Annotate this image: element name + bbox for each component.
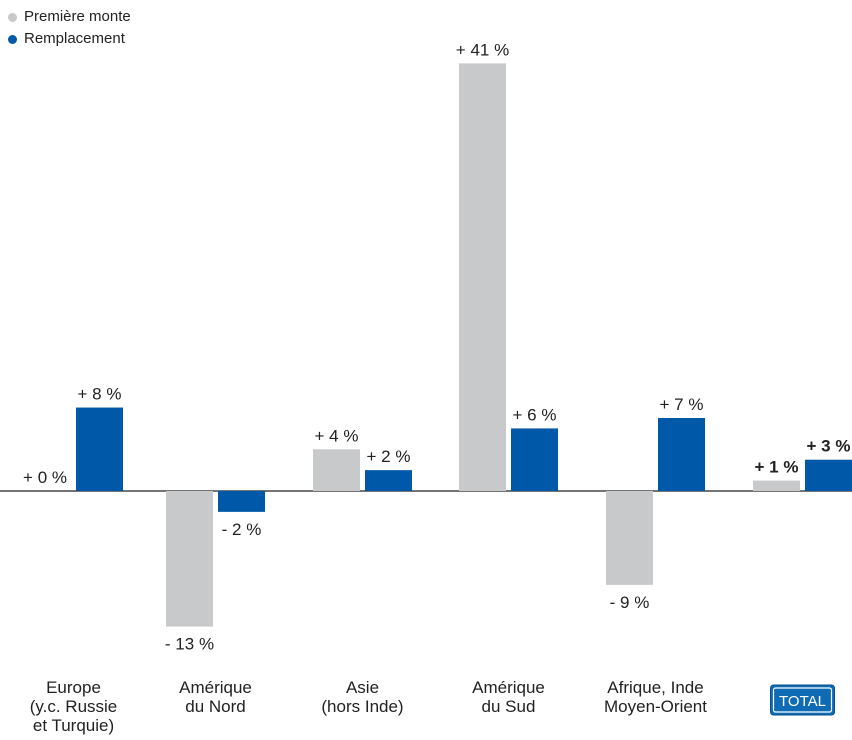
bar-replacement-1 [218, 491, 265, 512]
category-label-2-line-0: Asie [346, 678, 379, 697]
legend-dot-first-fit [8, 12, 17, 22]
bar-replacement-2 [365, 470, 412, 491]
bar-first-fit-5 [753, 480, 800, 491]
value-label-first-fit-0: + 0 % [23, 468, 67, 487]
value-label-first-fit-4: - 9 % [610, 593, 650, 612]
category-label-0-line-0: Europe [46, 678, 101, 697]
value-label-first-fit-3: + 41 % [456, 40, 509, 59]
bar-replacement-4 [658, 417, 705, 491]
legend-label-replacement: Remplacement [24, 30, 125, 47]
bar-replacement-3 [511, 428, 558, 491]
category-label-2-line-1: (hors Inde) [321, 697, 403, 716]
total-badge [770, 684, 835, 716]
value-label-replacement-1: - 2 % [222, 520, 262, 539]
category-label-3-line-0: Amérique [472, 678, 545, 697]
legend-item-first-fit: Première monte [8, 6, 131, 28]
legend: Première monte Remplacement [8, 6, 131, 50]
bar-first-fit-1 [166, 491, 213, 627]
bar-replacement-0 [76, 407, 123, 491]
category-label-1-line-0: Amérique [179, 678, 252, 697]
category-label-total: TOTAL [779, 693, 826, 710]
value-label-replacement-2: + 2 % [367, 447, 411, 466]
category-label-0-line-2: et Turquie) [33, 716, 114, 735]
legend-dot-replacement [8, 34, 17, 44]
category-label-3-line-1: du Sud [482, 697, 536, 716]
value-label-replacement-3: + 6 % [513, 405, 557, 424]
bar-first-fit-3 [459, 63, 506, 492]
value-label-replacement-0: + 8 % [78, 385, 122, 404]
bar-first-fit-4 [606, 491, 653, 585]
value-label-replacement-5: + 3 % [807, 437, 851, 456]
category-label-1-line-1: du Nord [185, 697, 245, 716]
value-label-replacement-4: + 7 % [660, 395, 704, 414]
category-label-4-line-1: Moyen-Orient [604, 697, 707, 716]
legend-item-replacement: Remplacement [8, 28, 131, 50]
bar-replacement-5 [805, 459, 852, 491]
total-badge-inner-border [772, 687, 833, 713]
bar-first-fit-2 [313, 449, 360, 491]
value-label-first-fit-5: + 1 % [755, 458, 799, 477]
value-label-first-fit-2: + 4 % [315, 426, 359, 445]
value-label-first-fit-1: - 13 % [165, 635, 214, 654]
category-label-0-line-1: (y.c. Russie [30, 697, 118, 716]
legend-label-first-fit: Première monte [24, 8, 131, 25]
category-label-4-line-0: Afrique, Inde [607, 678, 703, 697]
